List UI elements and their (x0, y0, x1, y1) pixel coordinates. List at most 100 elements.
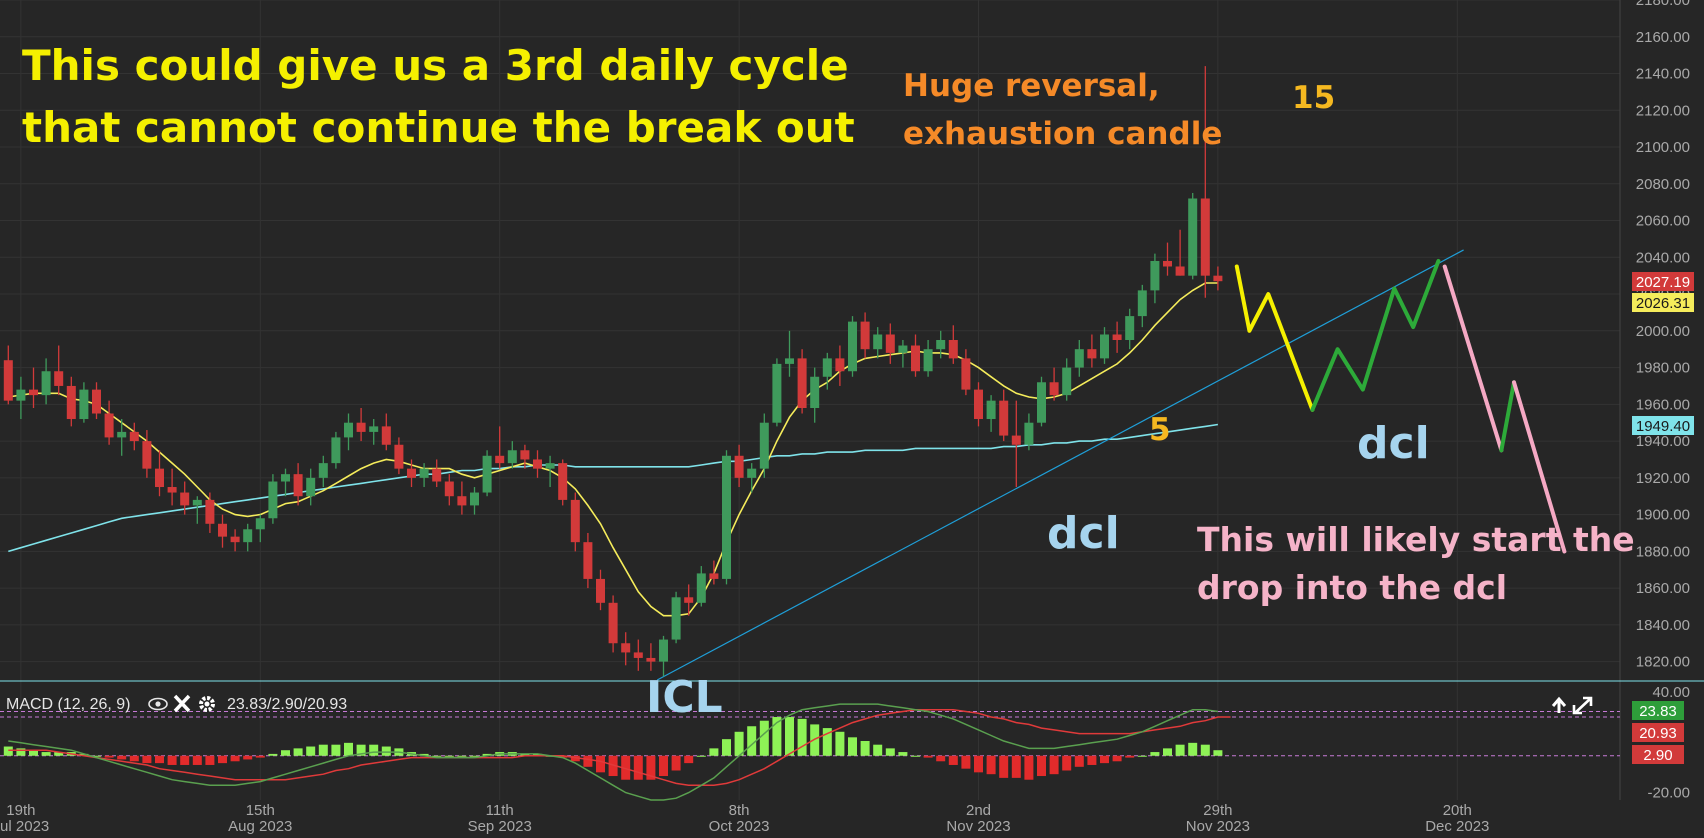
macd-hist-bar (1062, 755, 1072, 771)
candle (1125, 308, 1135, 350)
candle-body (986, 400, 996, 420)
price-tick-label: 2180.00 (1636, 0, 1690, 9)
projection-pink-2 (1512, 380, 1567, 554)
macd-hist-bar (142, 755, 152, 764)
projection-green (1310, 259, 1441, 412)
macd-hist-bar (835, 731, 845, 756)
ma-slow-badge: 1949.40 (1632, 416, 1694, 435)
macd-hist-bar (444, 755, 454, 757)
candle (381, 413, 391, 451)
candle (356, 408, 366, 442)
candle (369, 419, 379, 445)
candle (911, 334, 920, 377)
candle (747, 463, 757, 493)
macd-hist-bar (1024, 755, 1034, 780)
candle-body (3, 360, 13, 401)
candle (1049, 367, 1059, 401)
price-tick-label: 2160.00 (1636, 29, 1690, 46)
candle (1024, 413, 1034, 451)
candle (1200, 66, 1210, 298)
macd-hist-bar (772, 717, 782, 756)
macd-hist-bar (457, 755, 467, 757)
macd-hist-bar (1049, 755, 1059, 775)
candle (1100, 327, 1109, 364)
candle-body (129, 431, 139, 442)
candle (394, 437, 404, 475)
macd-hist-bar (243, 755, 253, 760)
candle-body (533, 459, 542, 469)
candle (192, 496, 202, 524)
candle-body (41, 371, 51, 396)
candle (860, 312, 870, 359)
candle (3, 345, 13, 405)
macd-hist-bar (281, 750, 290, 756)
candle (923, 340, 933, 377)
macd-hist-bar (1100, 755, 1109, 764)
candle-body (911, 345, 920, 372)
candle (41, 358, 51, 405)
candle-body (92, 389, 101, 414)
last-price-badge: 2027.19 (1632, 272, 1694, 291)
macd-hist-bar (520, 753, 530, 756)
candle (608, 595, 618, 653)
macd-hist-bar (255, 755, 265, 758)
svg-text:1949.40: 1949.40 (1636, 418, 1690, 435)
candle-body (734, 455, 744, 478)
candle-body (507, 450, 517, 464)
macd-hist-bar (268, 753, 278, 756)
candle (129, 422, 139, 451)
macd-hist-bar (860, 741, 870, 756)
candle-body (180, 492, 190, 506)
macd-hist-bar (1125, 755, 1135, 758)
candle (1112, 321, 1122, 353)
candle (986, 395, 996, 432)
macd-hist-bar (1074, 755, 1084, 767)
candle-body (974, 389, 983, 420)
candle (1175, 229, 1185, 276)
macd-hist-bar (1200, 744, 1210, 756)
candle (218, 514, 227, 548)
macd-hist-bar (646, 755, 656, 780)
expand-icon[interactable] (1572, 696, 1593, 715)
macd-hist-bar (583, 755, 593, 767)
candle (848, 316, 857, 377)
price-tick-label: 2120.00 (1636, 102, 1690, 119)
candle (281, 468, 290, 497)
gear-icon[interactable] (199, 696, 215, 712)
arrow-up-icon[interactable] (1551, 696, 1567, 713)
date-tick-day: 15th (246, 802, 275, 819)
candle (407, 459, 416, 488)
candle-body (79, 389, 89, 420)
candle (885, 323, 895, 364)
candle (117, 419, 127, 456)
macd-hist-bar (986, 755, 996, 775)
macd-hist-bar (16, 748, 26, 756)
candle (646, 643, 656, 671)
candle (205, 492, 215, 533)
candle-body (419, 468, 429, 478)
headline-line-1: This could give us a 3rd daily cycle (22, 41, 849, 90)
candle-body (860, 321, 870, 350)
candle (29, 367, 38, 408)
eye-icon[interactable] (148, 697, 168, 711)
date-tick-day: 8th (729, 802, 750, 819)
grid-lines (0, 0, 1620, 800)
candle (709, 560, 719, 585)
price-tick-label: 1980.00 (1636, 360, 1690, 377)
price-tick-label: 2040.00 (1636, 249, 1690, 266)
macd-tick-label: -20.00 (1647, 785, 1690, 802)
close-icon[interactable] (173, 694, 191, 713)
macd-hist-bar (596, 755, 605, 773)
macd-hist-bar (1175, 744, 1185, 756)
macd-hist-bar (621, 755, 631, 780)
candle (999, 389, 1009, 442)
candle-body (848, 321, 857, 372)
ma-fast-badge: 2026.31 (1632, 293, 1694, 312)
candle-body (822, 358, 832, 377)
candle-body (281, 474, 290, 482)
macd-hist-bar (3, 746, 13, 756)
candle-body (659, 639, 668, 662)
candle (948, 325, 958, 364)
